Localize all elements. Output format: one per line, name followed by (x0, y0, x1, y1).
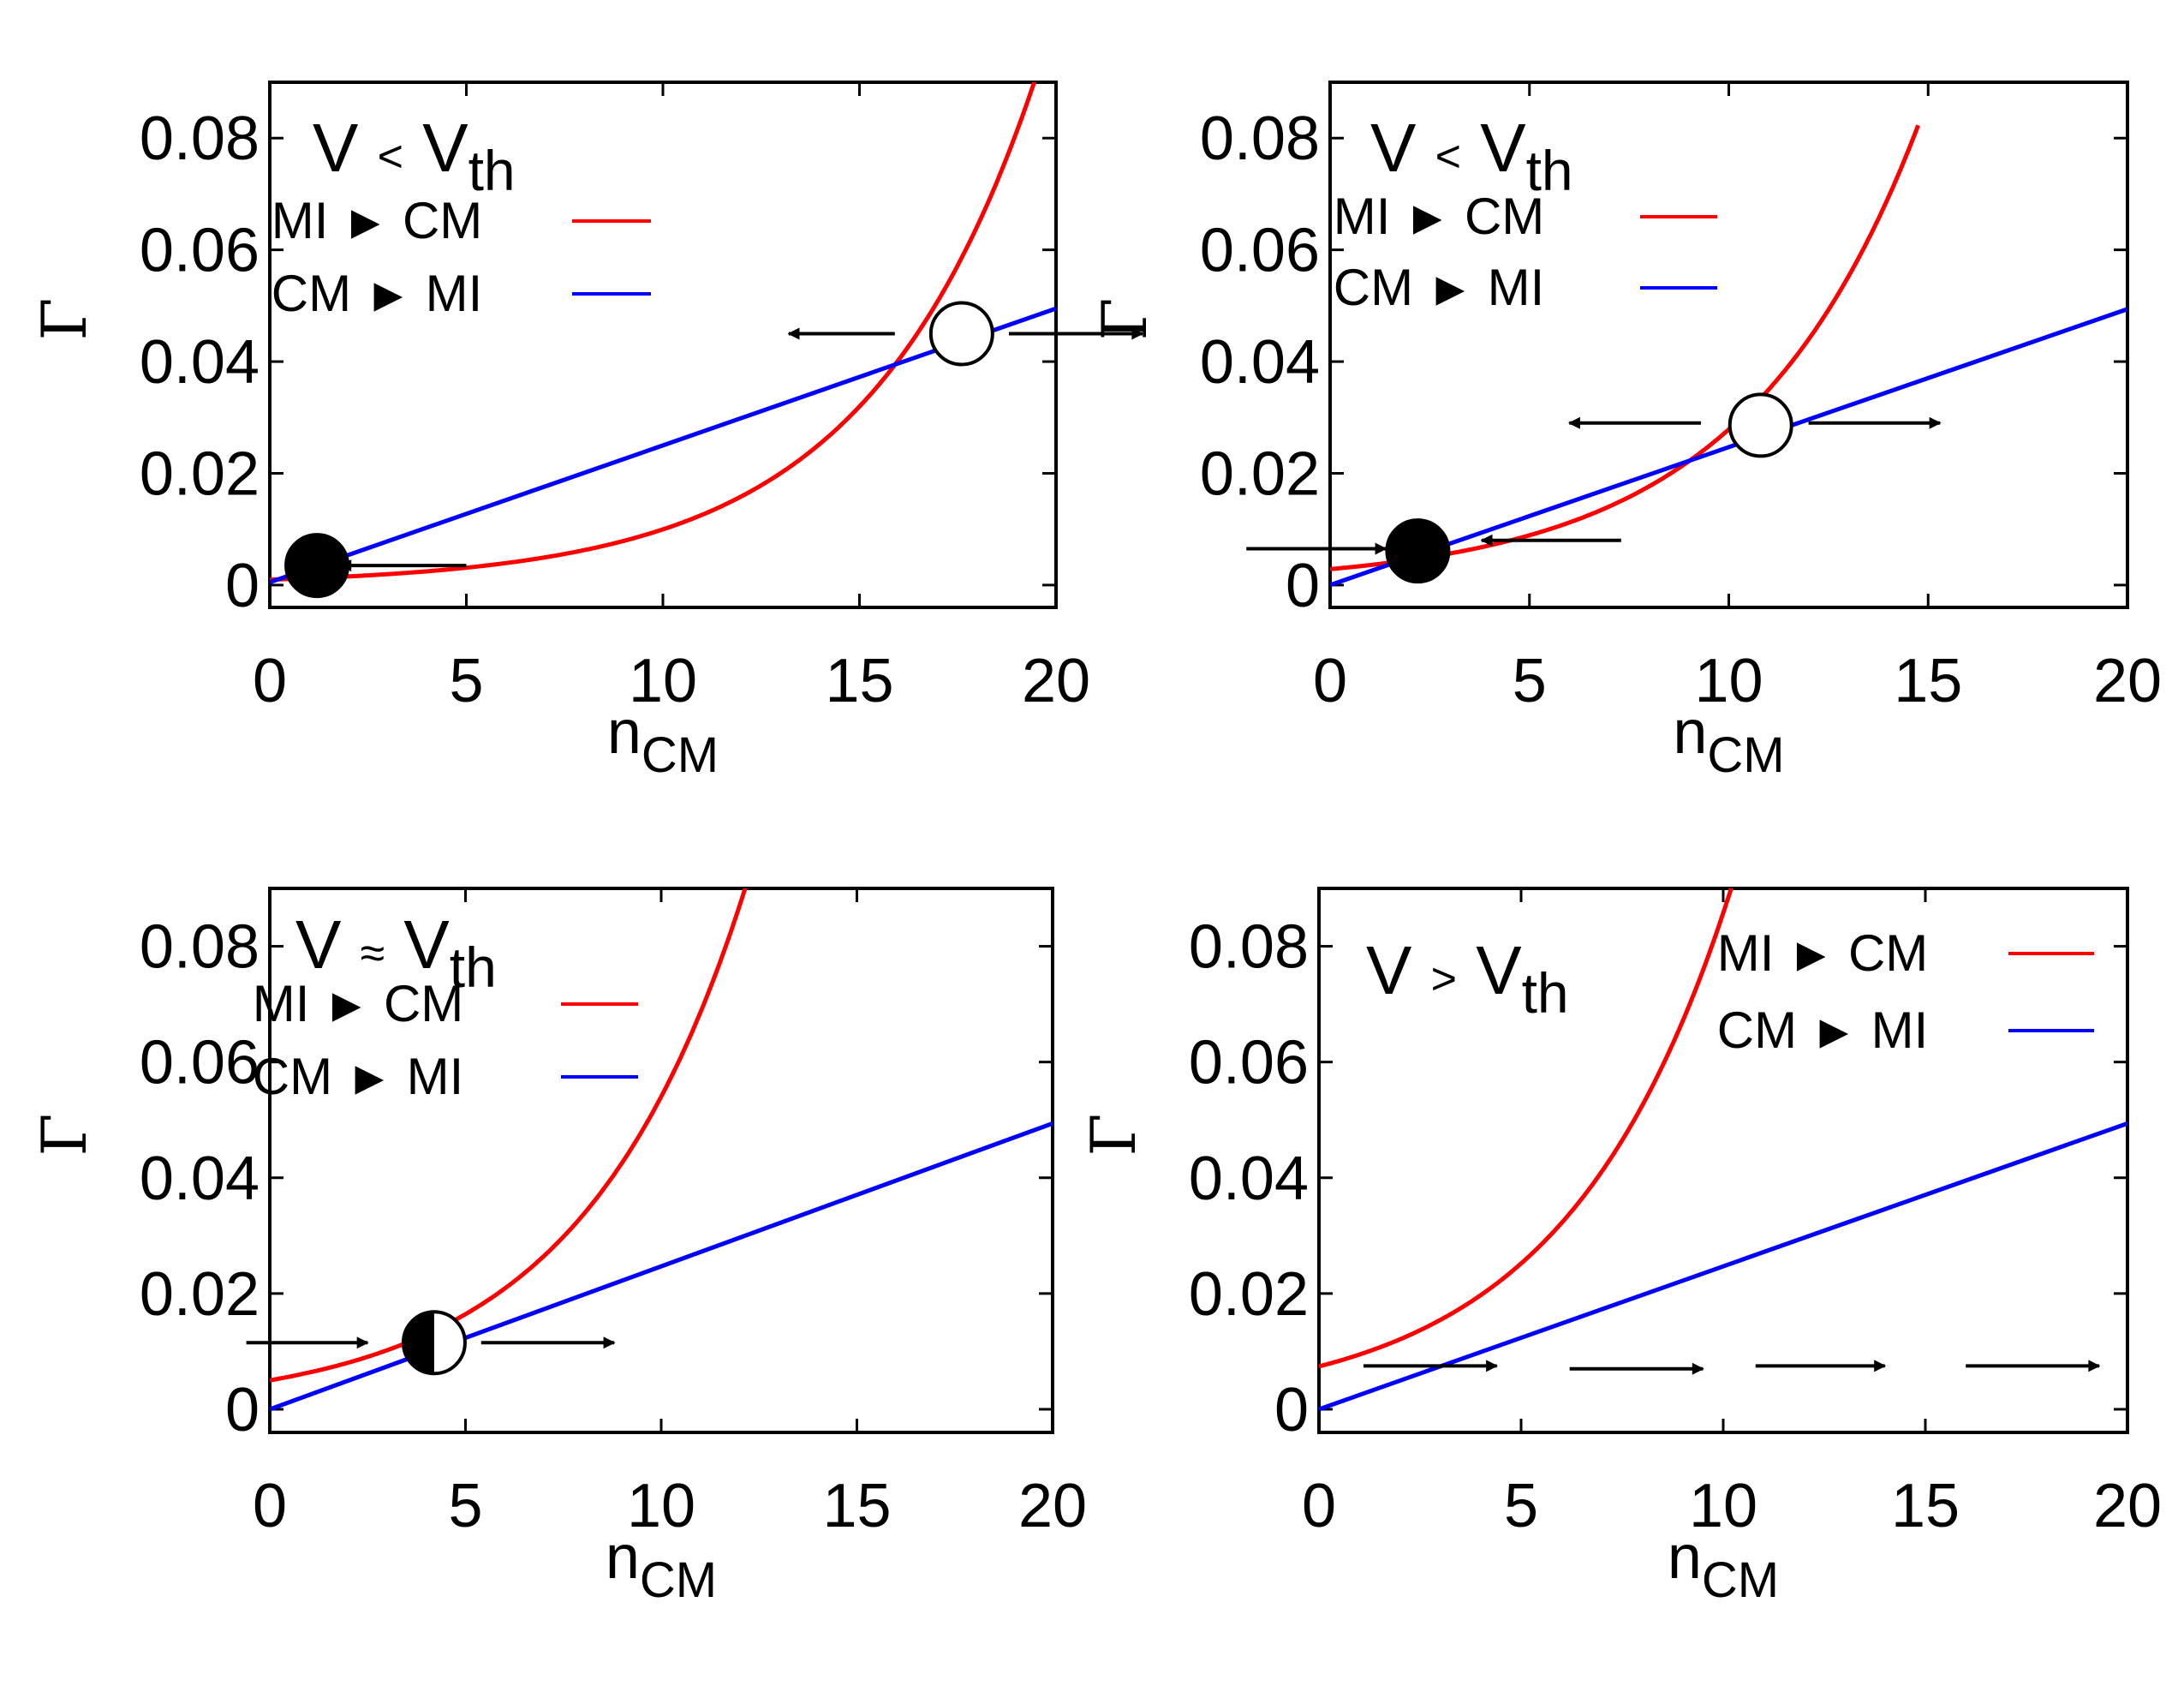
y-tick-label: 0.04 (1200, 328, 1320, 397)
legend-entry-0: MI ► CM (1334, 188, 1545, 245)
y-tick-label: 0.08 (140, 913, 260, 982)
x-tick-label: 5 (1504, 1472, 1538, 1540)
x-tick-label: 15 (1891, 1472, 1960, 1540)
series-line-cm-to-mi (1319, 1121, 2127, 1412)
x-tick-label: 0 (253, 1472, 287, 1540)
y-tick-label: 0.06 (140, 1029, 260, 1097)
stable-fixed-point (284, 533, 350, 599)
y-tick-label: 0.02 (140, 1260, 260, 1329)
x-tick-label: 0 (1302, 1472, 1336, 1540)
series-line-mi-to-cm (270, 888, 748, 1383)
legend-entry-1: CM ► MI (1717, 1001, 1929, 1059)
condition-label: V < Vth (313, 110, 516, 202)
y-tick-label: 0.06 (1200, 217, 1320, 285)
condition-label: V < Vth (1370, 110, 1573, 202)
x-axis-label: nCM (1673, 698, 1784, 783)
x-tick-label: 10 (1694, 647, 1763, 715)
y-tick-label: 0.08 (1189, 913, 1309, 982)
x-tick-label: 20 (2093, 1472, 2162, 1540)
x-tick-label: 10 (629, 647, 697, 715)
legend-entry-0: MI ► CM (272, 192, 483, 249)
y-tick-label: 0.04 (1189, 1145, 1309, 1213)
y-tick-label: 0.04 (140, 1145, 260, 1213)
y-tick-label: 0 (1286, 552, 1320, 620)
x-tick-label: 10 (1689, 1472, 1757, 1540)
x-tick-label: 15 (1894, 647, 1962, 715)
x-tick-label: 5 (448, 1472, 482, 1540)
y-axis-label: Γ (1089, 298, 1161, 341)
y-tick-label: 0.06 (1189, 1029, 1309, 1097)
legend-entry-0: MI ► CM (1717, 924, 1929, 982)
x-tick-label: 0 (1313, 647, 1347, 715)
x-axis-label: nCM (606, 1523, 717, 1608)
x-tick-label: 15 (825, 647, 893, 715)
series-line-mi-to-cm (270, 82, 1037, 583)
x-tick-label: 15 (822, 1472, 891, 1540)
x-tick-label: 20 (2093, 647, 2162, 715)
y-tick-label: 0 (1274, 1376, 1309, 1444)
half-stable-fixed-point (401, 1310, 467, 1376)
panel-bottom-right: 0 0.02 0.04 0.06 0.08 0 5 10 15 20 nCM Γ V > Vth MI ►… (1077, 887, 2162, 1608)
y-axis-label: Γ (28, 1114, 100, 1157)
y-axis-label: Γ (1077, 1114, 1149, 1157)
series-line-cm-to-mi (270, 306, 1056, 585)
x-axis-label: nCM (607, 698, 719, 783)
y-tick-label: 0.02 (1200, 439, 1320, 508)
unstable-fixed-point (1728, 392, 1793, 458)
series-line-cm-to-mi (1330, 307, 2127, 588)
x-tick-label: 20 (1022, 647, 1090, 715)
fixed-point-left-half (403, 1312, 434, 1374)
condition-label: V ≈ Vth (295, 906, 497, 999)
legend-entry-1: CM ► MI (253, 1048, 464, 1105)
stable-fixed-point (1385, 518, 1451, 584)
series-line-mi-to-cm (1319, 888, 1733, 1369)
x-tick-label: 0 (253, 647, 287, 715)
y-tick-label: 0.08 (1200, 105, 1320, 173)
y-tick-label: 0.04 (140, 328, 260, 397)
unstable-fixed-point (928, 301, 994, 367)
y-tick-label: 0.02 (140, 439, 260, 508)
y-tick-label: 0 (225, 1376, 260, 1444)
x-tick-label: 10 (627, 1472, 695, 1540)
x-tick-label: 5 (1513, 647, 1547, 715)
x-tick-label: 5 (449, 647, 483, 715)
x-tick-label: 20 (1018, 1472, 1087, 1540)
y-tick-label: 0.08 (140, 105, 260, 173)
y-tick-label: 0.02 (1189, 1260, 1309, 1329)
legend-entry-1: CM ► MI (272, 265, 483, 322)
legend-entry-0: MI ► CM (253, 975, 464, 1032)
series-line-cm-to-mi (270, 1121, 1053, 1412)
y-tick-label: 0.06 (140, 217, 260, 285)
y-tick-label: 0 (225, 552, 260, 620)
x-axis-label: nCM (1668, 1523, 1779, 1608)
y-axis-label: Γ (28, 298, 100, 341)
condition-label: V > Vth (1366, 932, 1569, 1025)
legend-entry-1: CM ► MI (1334, 259, 1545, 316)
